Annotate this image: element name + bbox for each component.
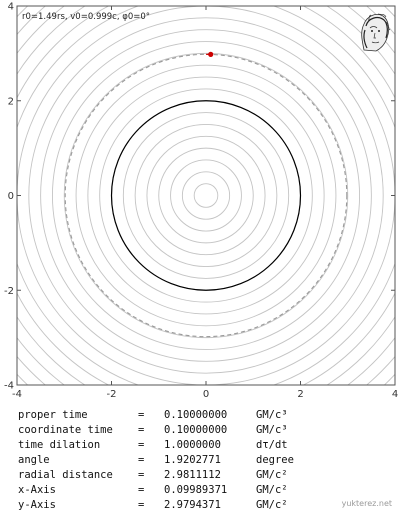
grid-circle — [171, 160, 242, 231]
readout-value: 1.0000000 — [164, 438, 221, 453]
grid-circle — [17, 6, 395, 385]
readout-value: 0.10000000 — [164, 423, 227, 438]
event-horizon-circle — [112, 101, 301, 291]
y-tick-label: -4 — [4, 381, 14, 392]
grid-circle — [0, 0, 400, 405]
readout-equals: = — [138, 423, 144, 438]
x-tick-label: 0 — [203, 389, 209, 400]
readout-row-proper-time: proper time = 0.10000000 GM/c³ — [18, 408, 378, 423]
readout-table: proper time = 0.10000000 GM/c³ coordinat… — [18, 408, 378, 513]
readout-equals: = — [138, 408, 144, 423]
grid-circle — [100, 89, 313, 302]
grid-circle — [159, 148, 254, 243]
readout-value: 2.9794371 — [164, 498, 221, 513]
readout-label: proper time — [18, 408, 88, 423]
readout-label: coordinate time — [18, 423, 113, 438]
initial-orbit-circle — [65, 54, 347, 336]
readout-unit: dτ/dt — [256, 438, 288, 453]
readout-label: time dilation — [18, 438, 100, 453]
readout-label: radial distance — [18, 468, 113, 483]
y-tick-label: 0 — [8, 191, 14, 202]
readout-row-time-dilation: time dilation = 1.0000000 dτ/dt — [18, 438, 378, 453]
y-tick-label: 4 — [8, 2, 14, 13]
readout-equals: = — [138, 468, 144, 483]
x-tick-label: 2 — [297, 389, 303, 400]
x-tick-label: 4 — [392, 389, 398, 400]
readout-row-x-axis: x-Axis = 0.09989371 GM/c² — [18, 483, 378, 498]
grid-circle — [76, 65, 336, 326]
readout-unit: GM/c² — [256, 498, 288, 513]
readout-unit: GM/c² — [256, 468, 288, 483]
readout-unit: GM/c³ — [256, 423, 288, 438]
grid-circle — [0, 0, 400, 405]
grid-circle — [147, 136, 265, 254]
readout-row-radial-distance: radial distance = 2.9811112 GM/c² — [18, 468, 378, 483]
initial-parameters-label: r0=1.49rs, v0=0.999c, φ0=0° — [22, 12, 150, 22]
readout-value: 0.10000000 — [164, 408, 227, 423]
grid-circle — [0, 0, 400, 405]
y-tick-label: -2 — [4, 286, 14, 297]
grid-circle — [123, 113, 288, 279]
portrait-logo-icon — [356, 10, 392, 52]
grid-circle — [29, 18, 383, 373]
readout-row-y-axis: y-Axis = 2.9794371 GM/c² — [18, 498, 378, 513]
readout-unit: GM/c³ — [256, 408, 288, 423]
grid-circle — [0, 0, 400, 405]
y-tick-label: 2 — [8, 96, 14, 107]
readout-value: 0.09989371 — [164, 483, 227, 498]
readout-row-angle: angle = 1.9202771 degree — [18, 453, 378, 468]
grid-circle — [112, 101, 301, 291]
readout-unit: degree — [256, 453, 294, 468]
readout-value: 2.9811112 — [164, 468, 221, 483]
grid-circle — [52, 42, 359, 350]
readout-equals: = — [138, 483, 144, 498]
grid-circle — [0, 0, 400, 405]
grid-circle — [194, 184, 218, 208]
readout-label: y-Axis — [18, 498, 56, 513]
grid-circle — [135, 124, 277, 266]
particle-marker — [208, 52, 213, 57]
x-tick-label: -2 — [107, 389, 117, 400]
grid-circle — [41, 30, 372, 362]
readout-unit: GM/c² — [256, 483, 288, 498]
grid-circle — [0, 0, 400, 405]
readout-row-coordinate-time: coordinate time = 0.10000000 GM/c³ — [18, 423, 378, 438]
readout-equals: = — [138, 438, 144, 453]
readout-label: x-Axis — [18, 483, 56, 498]
watermark: yukterez.net — [342, 499, 392, 508]
plot-frame — [17, 6, 395, 385]
readout-value: 1.9202771 — [164, 453, 221, 468]
readout-equals: = — [138, 453, 144, 468]
grid-circle — [182, 172, 229, 219]
readout-label: angle — [18, 453, 50, 468]
readout-equals: = — [138, 498, 144, 513]
